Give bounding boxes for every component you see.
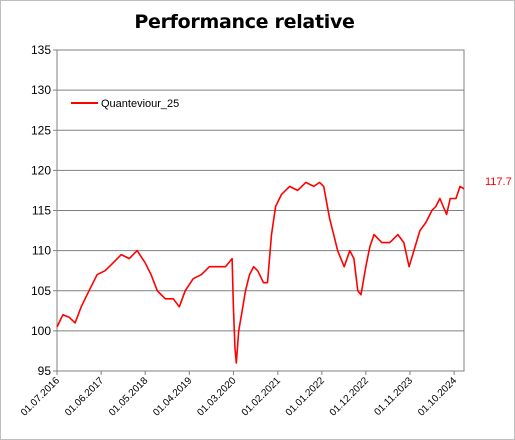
legend: Quanteviour_25 [71, 98, 179, 110]
y-tick-label: 105 [31, 284, 51, 298]
series-line [56, 181, 465, 364]
end-value-label: 117.7 [485, 176, 512, 188]
y-tick-label: 125 [31, 123, 51, 137]
chart-title: Performance relative [134, 11, 355, 33]
x-tick-label: 01.07.2016 [19, 375, 62, 418]
y-tick-label: 135 [31, 43, 51, 57]
y-tick-label: 115 [32, 204, 51, 218]
x-tick-label: 01.10.2024 [416, 375, 459, 418]
y-tick-label: 120 [31, 163, 51, 177]
x-tick-label: 01.11.2023 [372, 375, 415, 418]
y-tick-label: 110 [32, 244, 51, 258]
x-tick-label: 01.02.2021 [240, 375, 283, 418]
x-tick-label: 01.06.2017 [63, 375, 106, 418]
y-tick-label: 100 [31, 324, 51, 338]
y-tick-label: 95 [38, 364, 52, 378]
x-tick-label: 01.01.2022 [284, 375, 327, 418]
legend-label: Quanteviour_25 [101, 98, 179, 110]
x-tick-label: 01.12.2022 [328, 375, 371, 418]
x-tick-label: 01.05.2018 [107, 375, 150, 418]
x-tick-label: 01.04.2019 [151, 375, 194, 418]
y-axis-ticks: 95 100 105 110 115 120 125 130 135 [31, 43, 57, 378]
y-tick-label: 130 [31, 83, 51, 97]
grid-lines [57, 49, 464, 372]
x-axis-ticks: 01.07.2016 01.06.2017 01.05.2018 01.04.2019… [19, 371, 460, 419]
x-tick-label: 01.03.2020 [195, 375, 238, 418]
